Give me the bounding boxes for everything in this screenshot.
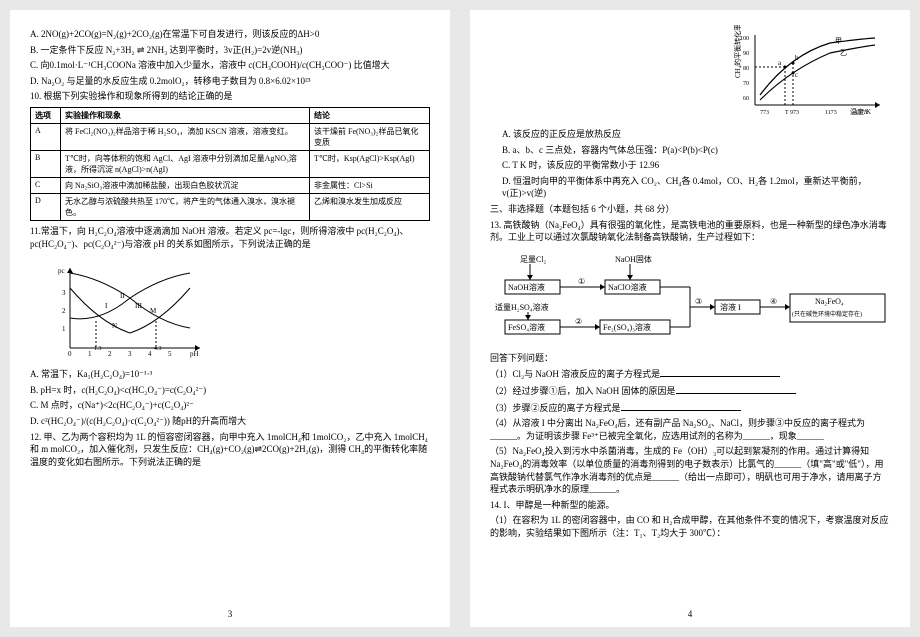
question-10: 10. 根据下列实验操作和现象所得到的结论正确的是 xyxy=(30,90,430,103)
svg-text:2: 2 xyxy=(62,307,66,315)
q13-part3: （3）步骤②反应的离子方程式是 xyxy=(490,401,890,415)
q11-option-c: C. M 点时，c(Na⁺)<2c(HC₂O₄⁻)+c(C₂O₄)²⁻ xyxy=(30,399,430,412)
chart-q11: pc pH 0 1 2 3 4 5 1.3 4.3 1 2 3 I II III… xyxy=(50,258,210,358)
page-number: 3 xyxy=(228,609,233,619)
option-d: D. Na₂O₂ 与足量的水反应生成 0.2molO₂，转移电子数目为 0.8×… xyxy=(30,75,430,88)
question-11: 11.常温下，向 H₂C₂O₄溶液中逐滴滴加 NaOH 溶液。若定义 pc=-l… xyxy=(30,225,430,250)
svg-text:80: 80 xyxy=(743,66,749,72)
svg-text:70: 70 xyxy=(743,81,749,87)
svg-text:甲: 甲 xyxy=(835,37,842,45)
svg-text:NaOH固体: NaOH固体 xyxy=(615,254,652,264)
svg-text:pc: pc xyxy=(58,267,65,275)
svg-text:1.3: 1.3 xyxy=(94,346,102,352)
table-q10: 选项 实验操作和现象 结论 A 将 FeCl₂(NO₃)₂样品溶于稀 H₂SO₄… xyxy=(30,107,430,221)
svg-text:②: ② xyxy=(575,317,582,326)
svg-text:III: III xyxy=(135,302,143,310)
q12-option-a: A. 该反应的正反应是放热反应 xyxy=(502,128,890,141)
q13-part1: （1）Cl₂与 NaOH 溶液反应的离子方程式是 xyxy=(490,367,890,381)
page-4: 温度/K CH₄的平衡转化率/% 60 70 80 90 100 773 T 9… xyxy=(470,10,910,627)
svg-text:3: 3 xyxy=(62,289,66,297)
svg-text:NaOH溶液: NaOH溶液 xyxy=(508,282,545,292)
table-row: C 向 Na₂SiO₃溶液中滴加稀盐酸，出现白色胶状沉淀 非金属性：Cl>Si xyxy=(31,177,430,193)
question-14: 14. I、甲醇是一种新型的能源。 xyxy=(490,499,890,512)
svg-text:2: 2 xyxy=(108,350,112,358)
svg-text:I: I xyxy=(105,302,108,310)
svg-text:4: 4 xyxy=(148,350,152,358)
svg-text:1173: 1173 xyxy=(825,110,837,115)
answer-header: 回答下列问题： xyxy=(490,352,890,365)
svg-text:1: 1 xyxy=(62,325,66,333)
table-row: A 将 FeCl₂(NO₃)₂样品溶于稀 H₂SO₄，滴加 KSCN 溶液，溶液… xyxy=(31,123,430,150)
q11-option-d: D. c²(HC₂O₄⁻)/(c(H₂C₂O₄)·c(C₂O₄²⁻)) 随pH的… xyxy=(30,415,430,428)
q12-option-d: D. 恒温时向甲的平衡体系中再充入 CO₂、CH₄各 0.4mol，CO、H₂各… xyxy=(502,175,890,200)
svg-text:T 973: T 973 xyxy=(785,110,799,115)
q13-part5: （5）Na₂FeO₄投入到污水中杀菌消毒，生成的 Fe（OH）₃可以起到絮凝剂的… xyxy=(490,445,890,495)
svg-text:b: b xyxy=(795,54,799,62)
svg-text:c: c xyxy=(795,71,798,79)
svg-text:③: ③ xyxy=(695,297,702,306)
svg-text:Fe₂(SO₄)₃溶液: Fe₂(SO₄)₃溶液 xyxy=(603,322,651,332)
section-3-header: 三、非选择题（本题包括 6 个小题，共 68 分） xyxy=(490,203,890,216)
table-row: B T℃时，向等体积的饱和 AgCl、AgI 溶液中分别滴加足量AgNO₃溶液，… xyxy=(31,150,430,177)
q12-option-b: B. a、b、c 三点处，容器内气体总压强：P(a)<P(b)<P(c) xyxy=(502,144,890,157)
page-3: A. 2NO(g)+2CO(g)=N₂(g)+2CO₂(g)在常温下可自发进行，… xyxy=(10,10,450,627)
svg-text:a: a xyxy=(778,59,782,67)
svg-text:①: ① xyxy=(578,277,585,286)
svg-text:溶液 I: 溶液 I xyxy=(720,302,741,312)
svg-text:FeSO₄溶液: FeSO₄溶液 xyxy=(508,322,545,332)
svg-text:NaClO溶液: NaClO溶液 xyxy=(608,282,647,292)
svg-text:60: 60 xyxy=(743,96,749,102)
q12-option-c: C. T K 时，该反应的平衡常数小于 12.96 xyxy=(502,159,890,172)
th-option: 选项 xyxy=(31,107,61,123)
option-a: A. 2NO(g)+2CO(g)=N₂(g)+2CO₂(g)在常温下可自发进行，… xyxy=(30,28,430,41)
svg-text:M: M xyxy=(150,307,157,315)
svg-text:N: N xyxy=(112,322,117,330)
svg-text:773: 773 xyxy=(760,110,769,115)
q11-option-a: A. 常温下，Ka₁(H₂C₂O₄)=10⁻¹·³ xyxy=(30,368,430,381)
question-13: 13. 高铁酸钠（Na₂FeO₄）具有很强的氧化性，是高铁电池的重要原料，也是一… xyxy=(490,219,890,244)
svg-text:4.3: 4.3 xyxy=(154,346,162,352)
svg-text:(只在碱性环境中稳定存在): (只在碱性环境中稳定存在) xyxy=(792,310,862,318)
svg-text:0: 0 xyxy=(68,350,72,358)
q14-part1: （1）在容积为 1L 的密闭容器中，由 CO 和 H₂合成甲醇，在其他条件不变的… xyxy=(490,514,890,539)
svg-text:3: 3 xyxy=(128,350,132,358)
page-number: 4 xyxy=(688,609,693,619)
svg-text:足量Cl₂: 足量Cl₂ xyxy=(520,255,547,264)
option-c: C. 向0.1mol·L⁻¹CH₃COONa 溶液中加入少量水，溶液中 c(CH… xyxy=(30,59,430,72)
svg-text:1373: 1373 xyxy=(855,110,867,115)
q13-part2: （2）经过步骤①后，加入 NaOH 固体的原因是 xyxy=(490,384,890,398)
svg-text:II: II xyxy=(120,292,125,300)
chart-q12: 温度/K CH₄的平衡转化率/% 60 70 80 90 100 773 T 9… xyxy=(730,25,890,115)
table-row: D 无水乙醇与浓硫酸共热至 170℃，将产生的气体通入溴水，溴水褪色。 乙烯和溴… xyxy=(31,193,430,220)
q13-part4: （4）从溶液 I 中分离出 Na₂FeO₄后，还有副产品 Na₂SO₄、NaCl… xyxy=(490,417,890,442)
svg-text:1: 1 xyxy=(88,350,92,358)
svg-text:④: ④ xyxy=(770,297,777,306)
q11-option-b: B. pH=x 时，c(H₂C₂O₄)<c(HC₂O₄⁻)=c(C₂O₄²⁻) xyxy=(30,384,430,397)
svg-text:Na₂FeO₄: Na₂FeO₄ xyxy=(815,297,844,306)
svg-text:90: 90 xyxy=(743,51,749,57)
th-operation: 实验操作和现象 xyxy=(61,107,310,123)
option-b: B. 一定条件下反应 N₂+3H₂ ⇌ 2NH₃ 达到平衡时，3v正(H₂)=2… xyxy=(30,44,430,57)
svg-text:适量H₂SO₄溶液: 适量H₂SO₄溶液 xyxy=(495,302,549,312)
svg-text:5: 5 xyxy=(168,350,172,358)
question-12: 12. 甲、乙为两个容积均为 1L 的恒容密闭容器，向甲中充入 1molCH₄和… xyxy=(30,431,430,469)
flowchart-q13: 足量Cl₂ NaOH固体 NaOH溶液 ① NaClO溶液 适量H₂SO₄溶液 … xyxy=(490,252,890,342)
svg-text:100: 100 xyxy=(740,36,749,42)
th-conclusion: 结论 xyxy=(310,107,430,123)
svg-text:乙: 乙 xyxy=(840,49,847,57)
svg-text:pH: pH xyxy=(190,350,199,358)
svg-text:CH₄的平衡转化率/%: CH₄的平衡转化率/% xyxy=(733,25,742,78)
